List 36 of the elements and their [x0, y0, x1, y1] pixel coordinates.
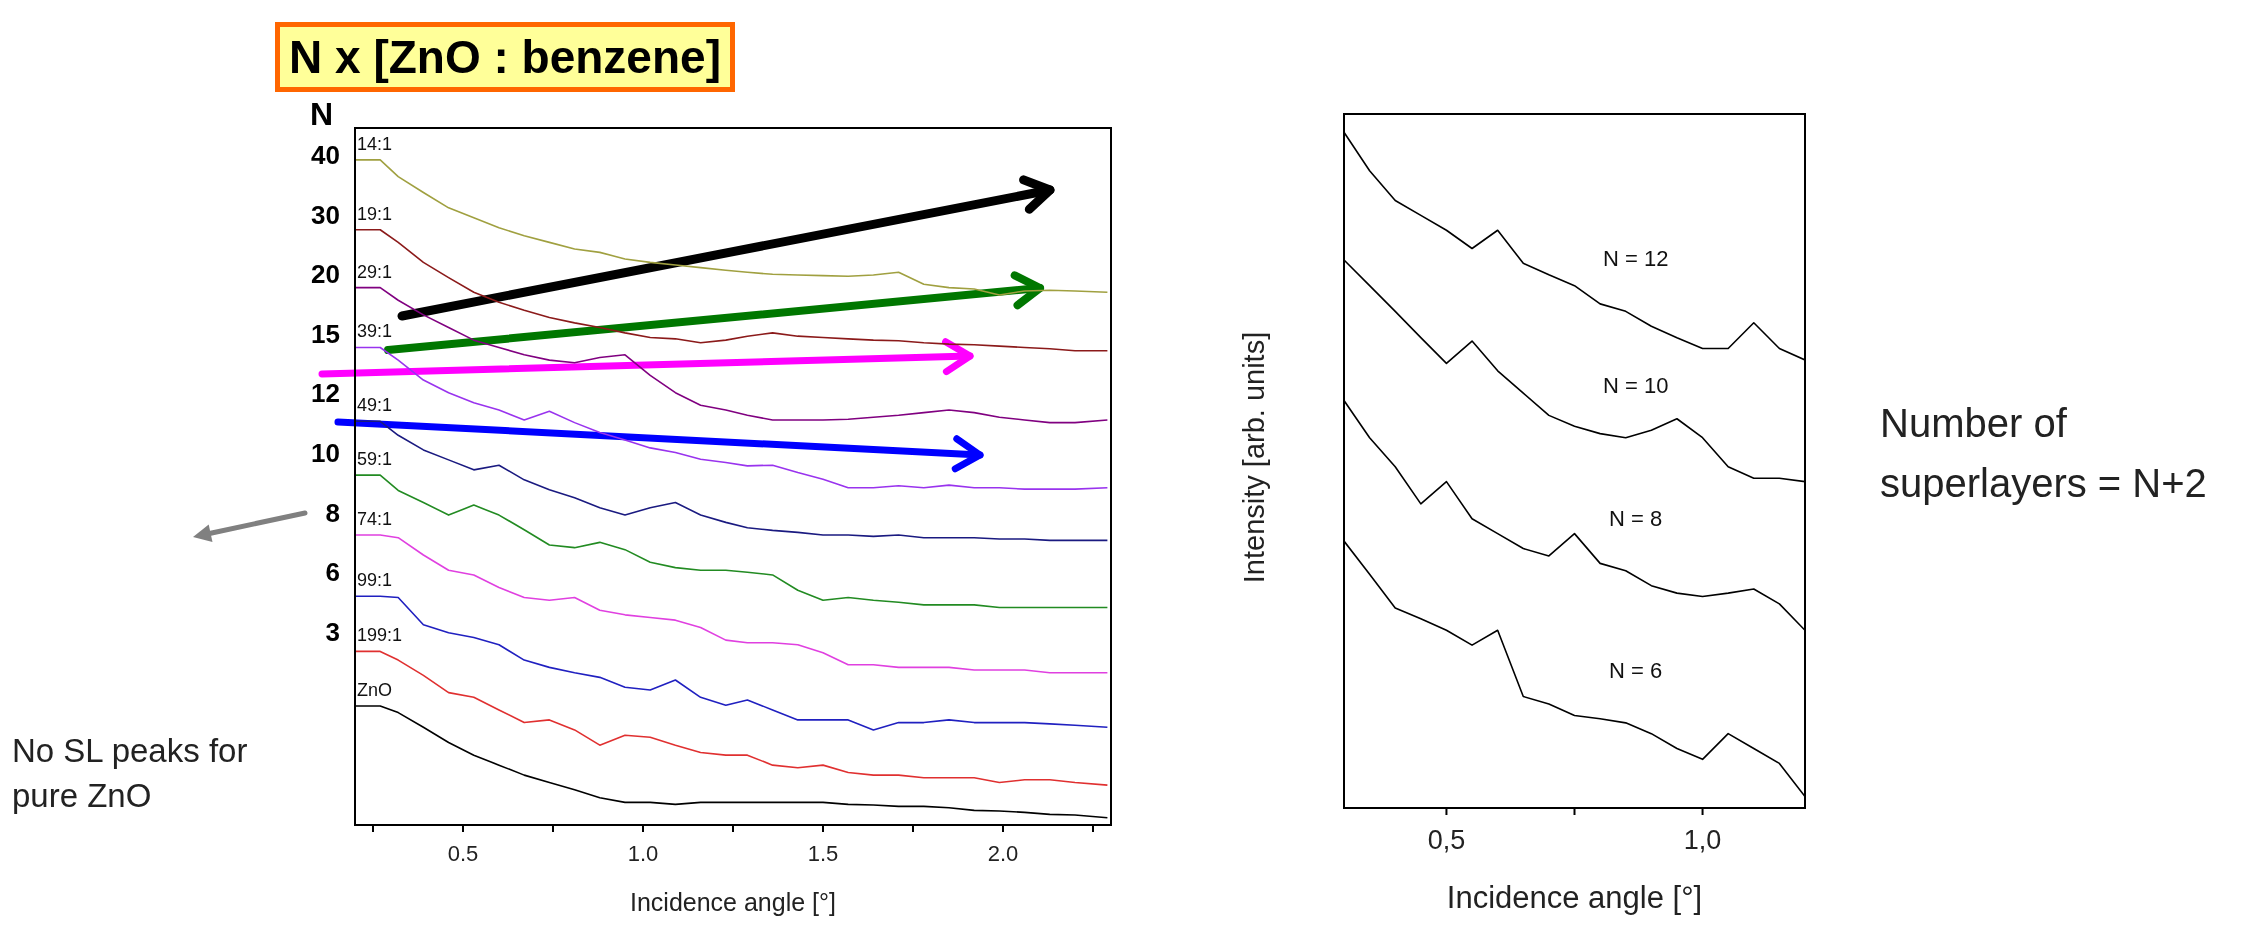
text: 12: [310, 378, 340, 410]
series-label: N = 10: [1603, 372, 1669, 398]
text: 30: [310, 199, 340, 231]
series-label: 49:1: [357, 395, 393, 416]
series-label: N = 8: [1609, 505, 1663, 531]
text: 20: [310, 259, 340, 291]
text: No SL peaks for pure ZnO: [12, 731, 249, 816]
text: 15: [310, 318, 340, 350]
text: 10: [310, 438, 340, 469]
x-tick-label: 2.0: [987, 841, 1019, 866]
series-label: 99:1: [357, 570, 393, 591]
text: 3: [324, 616, 340, 648]
x-axis-title: Incidence angle [°]: [630, 888, 836, 916]
series-label: 39:1: [357, 321, 393, 342]
y-axis-title: Intensity [arb. units]: [1237, 331, 1271, 584]
series-label: 74:1: [357, 509, 393, 530]
text: N: [310, 96, 334, 133]
text: 40: [310, 140, 340, 171]
series-label: 59:1: [357, 449, 393, 470]
series-label: 14:1: [357, 133, 393, 154]
x-tick-label: 1,0: [1683, 825, 1722, 855]
series-label: N = 6: [1609, 657, 1663, 683]
x-axis-title: Incidence angle [°]: [1446, 880, 1703, 915]
series-label: 199:1: [357, 625, 403, 646]
text: 8: [324, 497, 340, 529]
x-tick-label: 0,5: [1427, 825, 1466, 855]
x-tick-label: 0.5: [447, 841, 479, 866]
x-tick-label: 1.5: [807, 841, 839, 866]
x-tick-label: 1.0: [627, 841, 659, 866]
text: 6: [324, 557, 340, 589]
text: Number of superlayers = N+2: [1880, 400, 2208, 507]
series-label: 19:1: [357, 203, 393, 224]
chart-title: N x [ZnO : benzene]: [275, 22, 735, 92]
series-label: N = 12: [1603, 246, 1669, 272]
series-label: 29:1: [357, 261, 393, 282]
series-label: ZnO: [357, 679, 393, 700]
